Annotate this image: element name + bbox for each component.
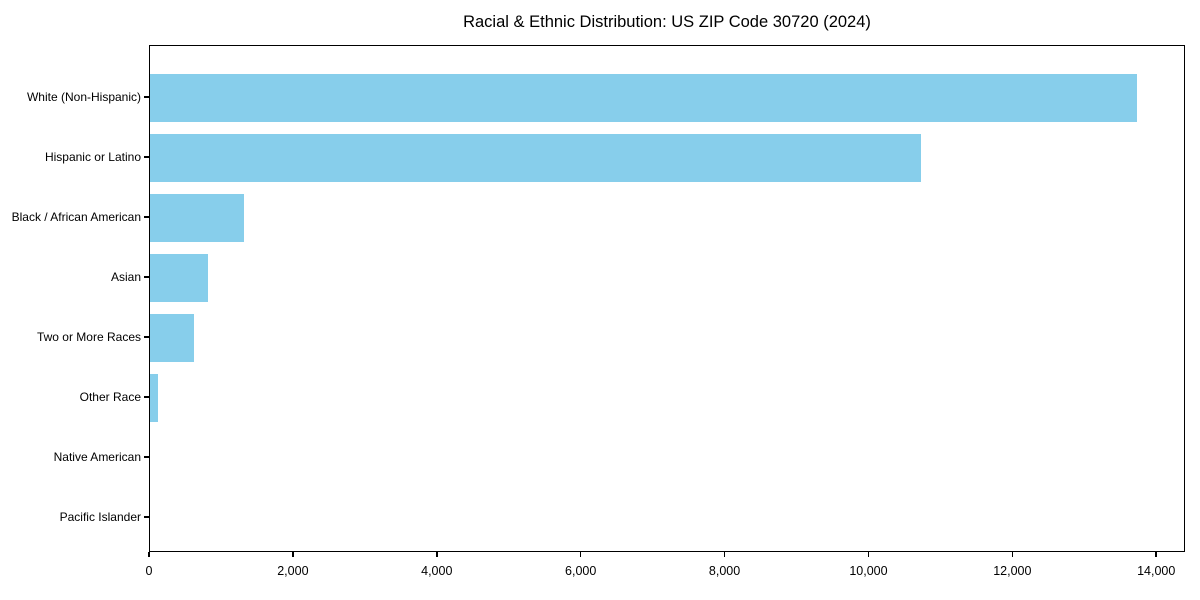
y-axis-tick bbox=[144, 216, 149, 218]
x-axis-tick bbox=[1011, 552, 1014, 557]
y-axis-tick bbox=[144, 336, 149, 338]
x-axis-tick-label: 12,000 bbox=[993, 564, 1032, 578]
y-axis-tick bbox=[144, 456, 149, 458]
y-axis-label-native-american: Native American bbox=[53, 450, 141, 464]
x-axis-tick-label: 2,000 bbox=[277, 564, 309, 578]
x-axis-tick-label: 14,000 bbox=[1137, 564, 1176, 578]
x-axis-tick bbox=[1155, 552, 1157, 557]
x-axis-tick bbox=[148, 552, 150, 557]
bar-asian bbox=[150, 254, 209, 302]
y-axis-label-hispanic-or-latino: Hispanic or Latino bbox=[44, 150, 141, 164]
bar-hispanic-or-latino bbox=[150, 134, 921, 182]
y-axis-label-white-non-hispanic: White (Non-Hispanic) bbox=[26, 90, 141, 104]
y-axis-label-other-race: Other Race bbox=[79, 390, 141, 404]
x-axis-tick-label: 6,000 bbox=[565, 564, 597, 578]
x-axis-tick bbox=[579, 552, 582, 557]
x-axis-tick bbox=[867, 552, 870, 557]
y-axis-tick bbox=[144, 516, 149, 518]
y-axis-label-pacific-islander: Pacific Islander bbox=[59, 510, 141, 524]
bar-two-or-more-races bbox=[150, 314, 194, 362]
x-axis-tick bbox=[436, 552, 438, 557]
x-axis-tick-label: 4,000 bbox=[421, 564, 453, 578]
x-axis-tick bbox=[723, 552, 726, 557]
y-axis-label-two-or-more-races: Two or More Races bbox=[36, 330, 141, 344]
bar-black-african-american bbox=[150, 194, 245, 242]
y-axis-label-black-african-american: Black / African American bbox=[11, 210, 141, 224]
bar-other-race bbox=[150, 374, 158, 422]
y-axis-tick bbox=[144, 156, 149, 158]
chart-title: Racial & Ethnic Distribution: US ZIP Cod… bbox=[463, 13, 871, 31]
y-axis-tick bbox=[144, 396, 149, 398]
x-axis-tick-label: 8,000 bbox=[708, 564, 741, 578]
x-axis-tick-label: 0 bbox=[145, 564, 153, 578]
x-axis-tick bbox=[292, 552, 294, 557]
x-axis-tick-label: 10,000 bbox=[849, 564, 888, 578]
plot-area bbox=[149, 45, 1185, 552]
y-axis-label-asian: Asian bbox=[110, 270, 141, 284]
y-axis-tick bbox=[144, 96, 149, 98]
y-axis-tick bbox=[144, 276, 149, 278]
bar-white-non-hispanic bbox=[150, 74, 1138, 122]
